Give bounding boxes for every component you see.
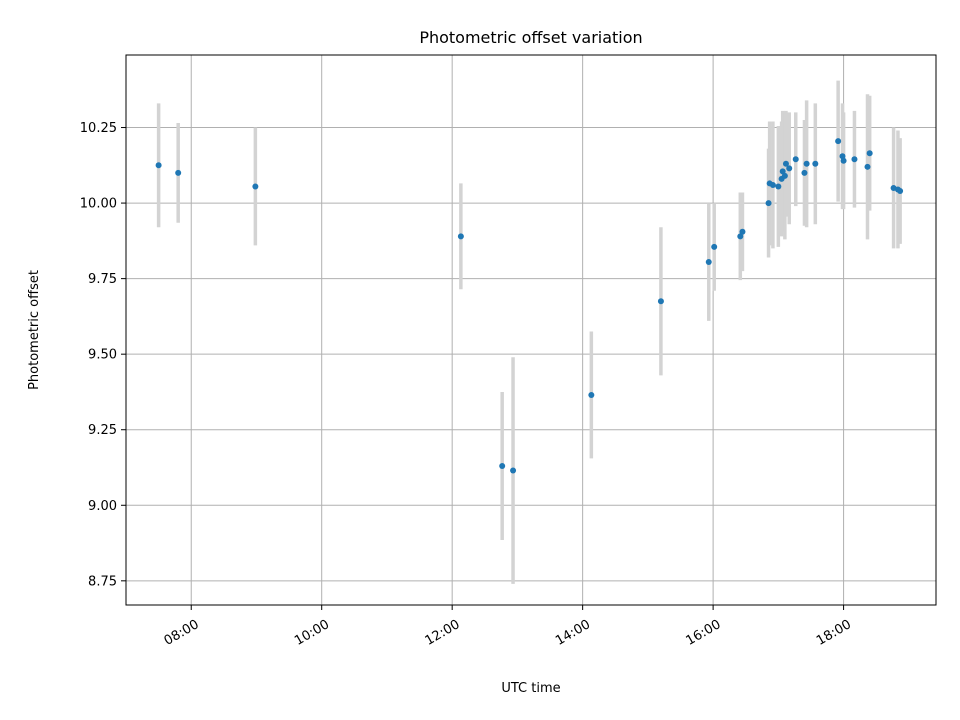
x-tick-label: 08:00 bbox=[162, 617, 202, 649]
x-axis-label: UTC time bbox=[501, 681, 560, 696]
data-point bbox=[588, 391, 595, 398]
data-point bbox=[779, 168, 786, 175]
data-point bbox=[812, 160, 819, 167]
y-tick-label: 8.75 bbox=[88, 574, 117, 589]
x-tick-label: 12:00 bbox=[423, 617, 463, 649]
data-point bbox=[801, 169, 808, 176]
y-tick-label: 10.25 bbox=[80, 121, 117, 136]
data-point bbox=[786, 165, 793, 172]
x-tick-label: 10:00 bbox=[292, 617, 332, 649]
data-point bbox=[781, 172, 788, 179]
y-tick-label: 9.00 bbox=[88, 499, 117, 514]
y-axis-label: Photometric offset bbox=[27, 270, 42, 390]
data-points bbox=[155, 138, 904, 474]
data-point bbox=[775, 183, 782, 190]
x-tick-label: 18:00 bbox=[814, 617, 854, 649]
data-point bbox=[851, 156, 858, 163]
error-bars bbox=[156, 80, 902, 584]
axis-ticks: 08:00 10:00 12:00 14:00 16:00 18:00 8.75 9.00 9.… bbox=[80, 121, 854, 649]
data-point bbox=[782, 160, 789, 167]
data-point bbox=[739, 228, 746, 235]
data-point bbox=[737, 233, 744, 240]
data-point bbox=[792, 156, 799, 163]
data-point bbox=[711, 243, 718, 250]
chart-title: Photometric offset variation bbox=[419, 28, 642, 47]
data-point bbox=[765, 200, 772, 207]
data-point bbox=[864, 163, 871, 170]
x-tick-label: 14:00 bbox=[553, 617, 593, 649]
data-point bbox=[499, 462, 506, 469]
plot-frame bbox=[125, 54, 937, 606]
data-point bbox=[705, 259, 712, 266]
data-point bbox=[769, 181, 776, 188]
data-point bbox=[803, 160, 810, 167]
data-point bbox=[839, 153, 846, 160]
y-tick-label: 10.00 bbox=[80, 197, 117, 212]
data-point bbox=[657, 298, 664, 305]
data-point bbox=[835, 138, 842, 145]
data-point bbox=[155, 162, 162, 169]
y-tick-label: 9.75 bbox=[88, 272, 117, 287]
data-point bbox=[252, 183, 259, 190]
y-tick-label: 9.25 bbox=[88, 423, 117, 438]
data-point bbox=[510, 467, 517, 474]
data-point bbox=[866, 150, 873, 157]
data-point bbox=[175, 169, 182, 176]
data-point bbox=[840, 157, 847, 164]
x-tick-label: 16:00 bbox=[684, 617, 724, 649]
data-point bbox=[457, 233, 464, 240]
y-tick-label: 9.50 bbox=[88, 348, 117, 363]
data-point bbox=[897, 187, 904, 194]
